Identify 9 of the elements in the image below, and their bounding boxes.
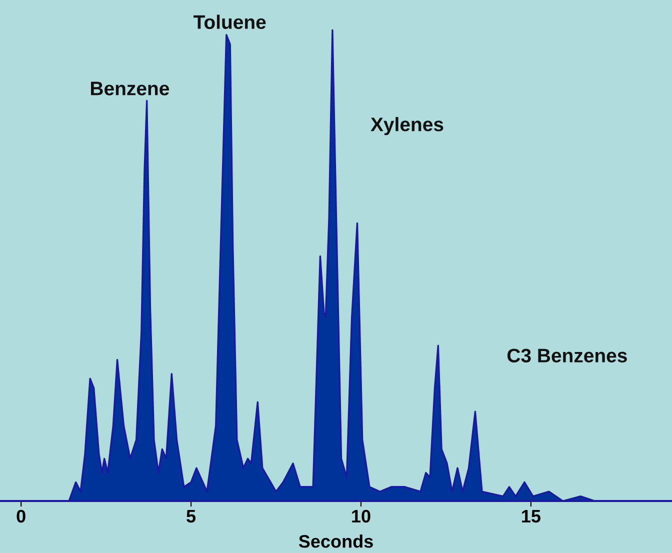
annotation: Xylenes <box>370 117 444 136</box>
x-tick-label: 5 <box>186 510 196 523</box>
x-axis-title: Seconds <box>298 534 373 548</box>
x-tick-label: 15 <box>522 510 540 523</box>
annotation: Benzene <box>91 82 170 96</box>
annotation: C3 Benzenes <box>507 348 627 362</box>
text: Toluene <box>193 14 266 29</box>
x-tick-label: 10 <box>352 510 370 523</box>
x-tick-label: 0 <box>16 510 26 523</box>
